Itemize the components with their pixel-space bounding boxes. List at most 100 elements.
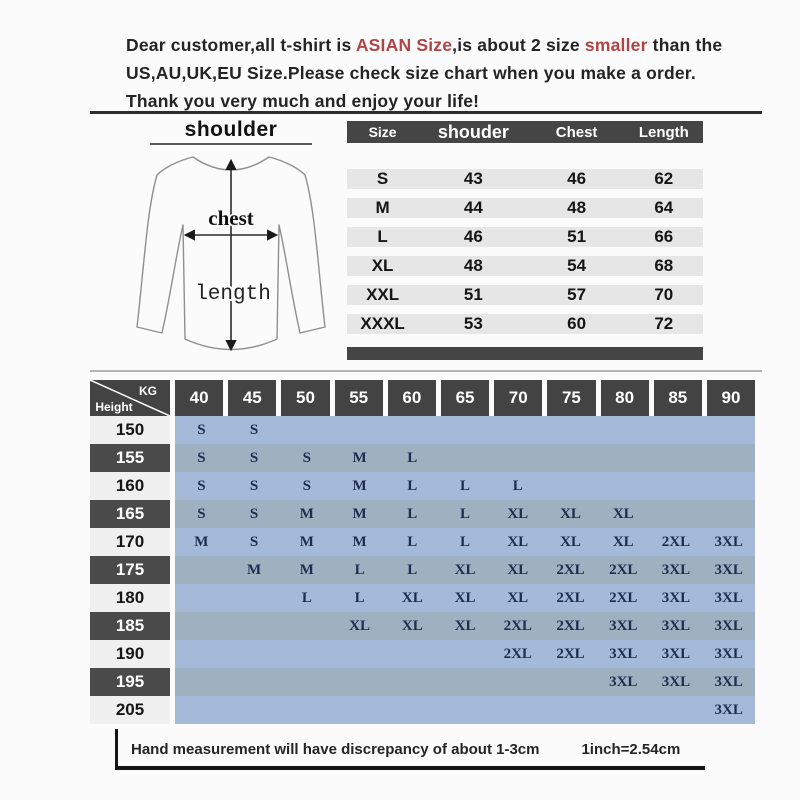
matrix-row-190: 190 2XL 2XL 3XL 3XL 3XL [90,640,755,668]
matrix-kg-column-75: 75 [547,380,596,416]
matrix-size-cell [280,612,333,640]
matrix-size-cell: L [407,449,418,466]
matrix-size-cell: 3XL [714,589,743,606]
intro-line1-post: than the [647,35,723,55]
matrix-size-cell: 3XL [609,617,638,634]
matrix-size-cell: S [302,477,311,494]
divider-middle [90,370,762,372]
matrix-size-cell [280,668,333,696]
matrix-size-cell: L [460,505,471,522]
matrix-size-cell: M [352,533,367,550]
matrix-size-cell: 3XL [661,561,691,578]
intro-line-1: Dear customer,all t-shirt is ASIAN Size,… [126,31,771,59]
matrix-size-cell [280,640,333,668]
matrix-size-cell [650,444,703,472]
size-table-row: L 46 51 66 [347,227,703,247]
matrix-size-cell [280,416,333,444]
matrix-height-label: 190 [90,640,170,668]
matrix-size-cell: XL [507,589,529,606]
matrix-size-cell: L [407,505,418,522]
matrix-size-cell: L [407,477,418,494]
matrix-row-165: 165 S S M M L L XL XL XL [90,500,755,528]
matrix-size-cell: XL [349,617,370,634]
matrix-size-cell [597,696,650,724]
tshirt-body-outline [136,156,326,351]
matrix-size-cell: XL [612,533,634,550]
footer-note: Hand measurement will have discrepancy o… [131,741,680,758]
matrix-kg-column-60: 60 [387,380,436,416]
size-table-row: M 44 48 64 [347,198,703,218]
matrix-size-cell: 2XL [556,589,585,606]
size-table-cell: XL [371,256,394,275]
matrix-size-cell: 2XL [661,533,691,550]
matrix-size-cell: 2XL [556,617,585,634]
size-table-cell: 51 [567,227,587,246]
matrix-size-cell [439,416,492,444]
matrix-height-label: 195 [90,668,170,696]
size-table-cell: 51 [463,285,483,304]
matrix-size-cell: 3XL [714,533,743,550]
matrix-size-cell [439,444,492,472]
matrix-size-cell: XL [560,505,581,522]
matrix-kg-column-85: 85 [653,380,702,416]
size-table-cell: 68 [654,256,674,275]
size-table-cell: XXXL [360,314,405,333]
size-table-cell: 60 [567,314,587,333]
matrix-size-cell [702,416,755,444]
matrix-size-cell: L [460,533,471,550]
matrix-size-cell [491,668,544,696]
matrix-size-cell [175,668,228,696]
matrix-height-label: 150 [90,416,170,444]
intro-asian-size-highlight: ASIAN Size [355,35,453,55]
matrix-size-cell [650,696,703,724]
matrix-height-label: 180 [90,584,170,612]
matrix-size-cell: S [197,449,206,466]
matrix-size-cell [439,640,492,668]
matrix-row-band: 3XL [175,696,755,724]
matrix-size-cell: 2XL [609,589,638,606]
matrix-size-cell [491,444,544,472]
size-table-cell: 64 [654,198,674,217]
matrix-size-cell [702,500,755,528]
matrix-size-cell: 3XL [714,617,743,634]
matrix-size-cell: L [301,589,312,606]
matrix-size-cell: S [249,421,259,438]
matrix-size-cell: XL [507,533,529,550]
size-table-cell: 44 [463,198,483,217]
matrix-row-band: 2XL 2XL 3XL 3XL 3XL [175,640,755,668]
matrix-size-cell: XL [507,561,529,578]
height-weight-matrix: KG Height 40 45 50 55 60 65 70 75 80 85 90 150 S S 15… [89,379,756,724]
matrix-height-label: 185 [90,612,170,640]
matrix-size-cell: S [302,449,311,466]
matrix-kg-column-65: 65 [440,380,490,416]
matrix-size-cell: L [407,533,418,550]
matrix-size-cell: L [354,561,365,578]
matrix-size-cell: S [197,505,206,522]
measurement-note: Hand measurement will have discrepancy o… [131,741,540,758]
matrix-row-175: 175 M M L L XL XL 2XL 2XL 3XL 3XL [90,556,755,584]
inch-conversion: 1inch=2.54cm [581,741,681,758]
matrix-row-185: 185 XL XL XL 2XL 2XL 3XL 3XL 3XL [90,612,755,640]
size-table-row: XXXL 53 60 72 [347,314,703,334]
matrix-size-cell: XL [454,589,476,606]
matrix-size-cell [544,416,597,444]
size-table-rows: S 43 46 62 M 44 48 64 L 46 51 66 XL 48 54 68 XXL 51 57 70 XX… [347,169,703,334]
size-table-cell: S [376,169,389,188]
matrix-size-cell [175,612,228,640]
size-table-header-chest: Chest [555,123,598,141]
matrix-size-cell: 3XL [661,617,691,634]
matrix-size-cell: 3XL [714,701,743,718]
footer-bracket-vertical [115,729,118,768]
intro-text: Dear customer,all t-shirt is ASIAN Size,… [126,31,771,115]
size-table: Size shouder Chest Length S 43 46 62 M 44 48 64 L 46… [347,121,703,360]
matrix-size-cell [333,668,386,696]
matrix-size-cell: XL [560,533,581,550]
size-table-cell: 48 [463,256,483,275]
size-table-cell: 62 [654,169,674,188]
matrix-size-cell [439,696,492,724]
matrix-size-cell: 3XL [714,645,743,662]
size-table-header: Size shouder Chest Length [347,121,703,143]
matrix-size-cell: S [249,505,259,522]
matrix-size-cell: 3XL [661,673,691,690]
matrix-size-cell [491,416,544,444]
